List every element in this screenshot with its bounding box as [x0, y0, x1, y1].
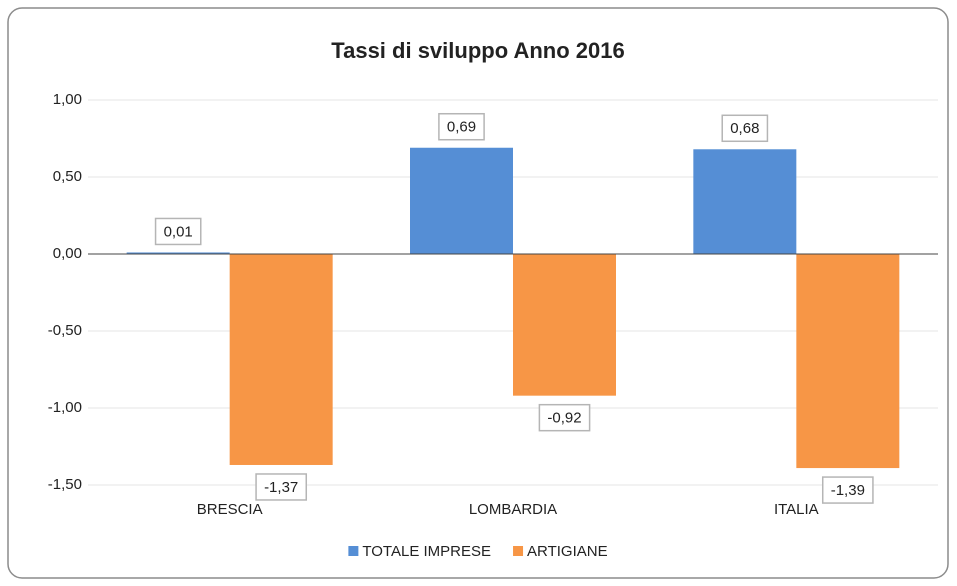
bar — [126, 252, 230, 254]
y-tick-label: 0,00 — [53, 245, 82, 262]
x-tick-label: LOMBARDIA — [469, 501, 557, 518]
legend-swatch — [348, 546, 359, 556]
value-label: 0,69 — [447, 119, 476, 136]
x-tick-label: BRESCIA — [197, 501, 263, 518]
bar — [229, 254, 333, 465]
bar — [796, 254, 900, 469]
legend-label: ARTIGIANE — [527, 543, 608, 560]
y-tick-label: -1,50 — [48, 476, 82, 493]
bar — [693, 149, 797, 254]
value-label-box — [721, 114, 769, 143]
value-label-box — [154, 217, 202, 246]
value-label: -1,39 — [831, 482, 865, 499]
y-tick-label: -1,00 — [48, 399, 82, 416]
y-tick-label: -0,50 — [48, 322, 82, 339]
x-tick-label: ITALIA — [774, 501, 819, 518]
value-label: -0,92 — [547, 410, 581, 427]
bar — [410, 147, 513, 254]
legend-label: TOTALE IMPRESE — [362, 543, 491, 560]
legend-swatch — [513, 546, 524, 556]
y-tick-label: 1,00 — [53, 91, 82, 108]
value-label: -1,37 — [264, 479, 298, 496]
chart-title: Tassi di sviluppo Anno 2016 — [331, 38, 624, 63]
value-label-box — [438, 112, 485, 141]
value-label-box — [821, 476, 874, 504]
value-label: 0,68 — [730, 120, 759, 137]
y-tick-label: 0,50 — [53, 168, 82, 185]
value-label-box — [255, 473, 308, 501]
value-label: 0,01 — [164, 223, 193, 240]
value-label-box — [538, 403, 591, 432]
bar — [513, 254, 616, 396]
